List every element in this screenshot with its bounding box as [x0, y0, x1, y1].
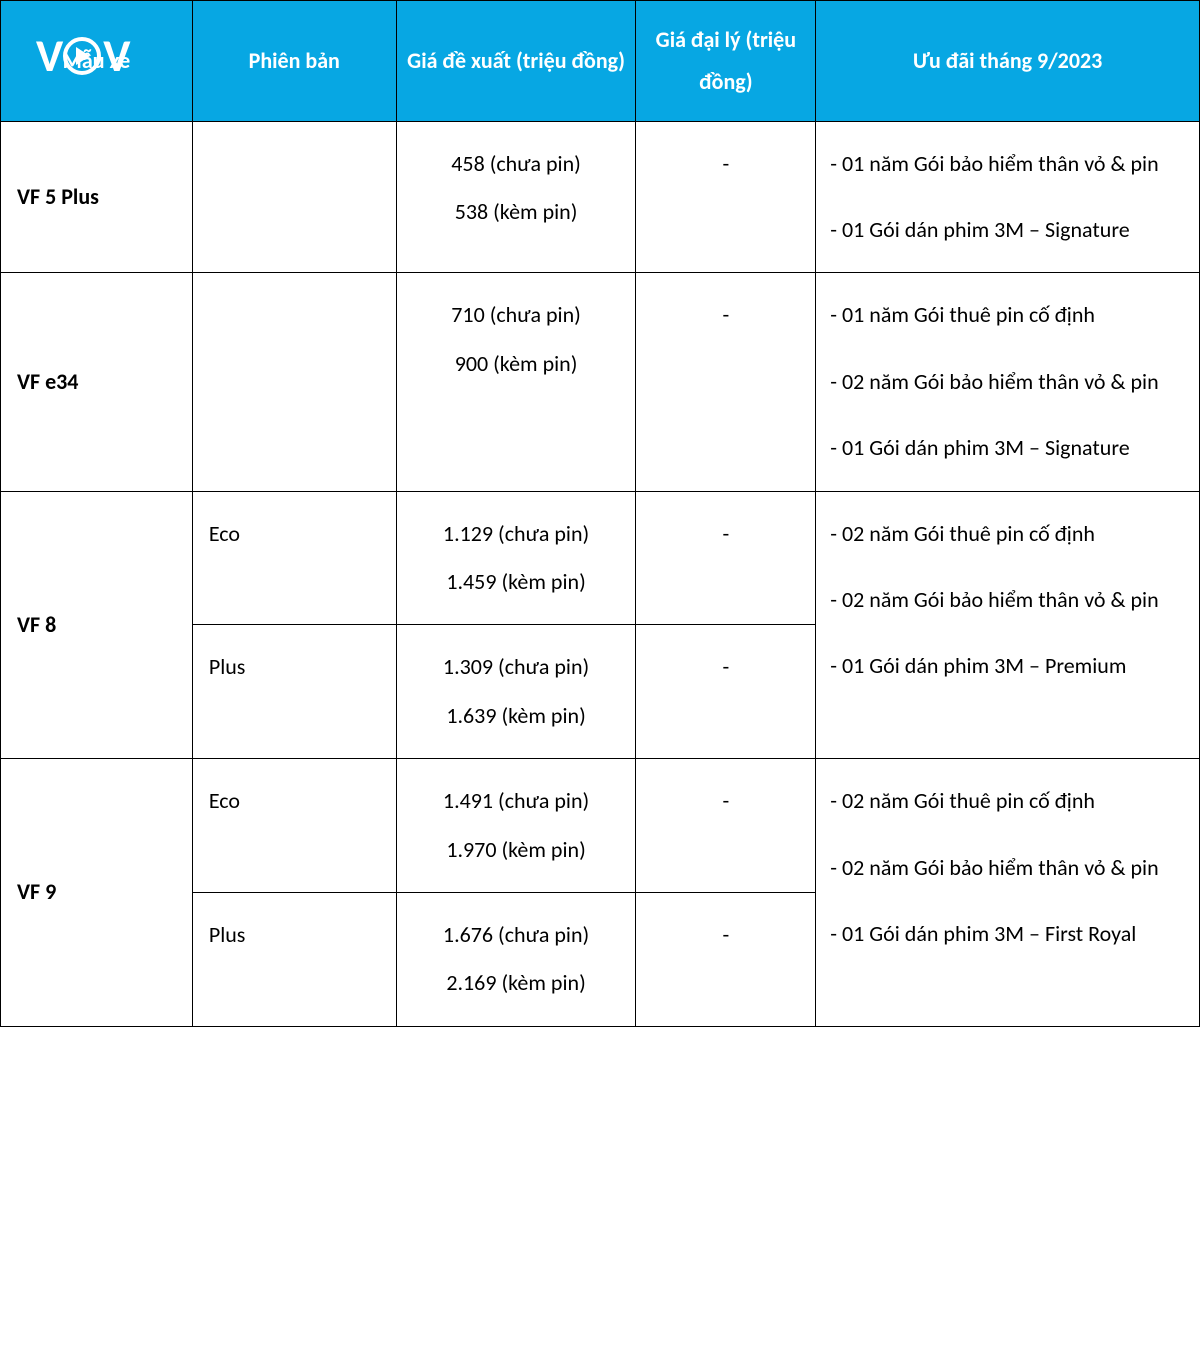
- price-with-battery: 538 (kèm pin): [411, 188, 622, 236]
- version-cell: Eco: [192, 491, 396, 625]
- price-cell: 1.129 (chưa pin) 1.459 (kèm pin): [396, 491, 636, 625]
- price-with-battery: 1.459 (kèm pin): [411, 558, 622, 606]
- vov-logo: V V: [36, 28, 128, 84]
- price-cell: 1.309 (chưa pin) 1.639 (kèm pin): [396, 625, 636, 759]
- dealer-cell: -: [636, 759, 816, 893]
- price-with-battery: 1.970 (kèm pin): [411, 826, 622, 874]
- table-header-row: Mẫu xe Phiên bản Giá đề xuất (triệu đồng…: [1, 1, 1200, 122]
- model-cell: VF e34: [1, 273, 193, 491]
- dealer-cell: -: [636, 273, 816, 491]
- table-container: V V Mẫu xe Phiên bản Giá đề xuất (triệu …: [0, 0, 1200, 1027]
- dealer-cell: -: [636, 491, 816, 625]
- price-with-battery: 2.169 (kèm pin): [411, 959, 622, 1007]
- pricing-table: Mẫu xe Phiên bản Giá đề xuất (triệu đồng…: [0, 0, 1200, 1027]
- dealer-cell: -: [636, 121, 816, 273]
- version-cell: Plus: [192, 625, 396, 759]
- model-cell: VF 9: [1, 759, 193, 1027]
- table-row: VF 9 Eco 1.491 (chưa pin) 1.970 (kèm pin…: [1, 759, 1200, 893]
- table-row: VF 8 Eco 1.129 (chưa pin) 1.459 (kèm pin…: [1, 491, 1200, 625]
- price-no-battery: 1.676 (chưa pin): [411, 911, 622, 959]
- promo-cell: - 01 năm Gói thuê pin cố định- 02 năm Gó…: [816, 273, 1200, 491]
- logo-letter-v1: V: [36, 28, 61, 84]
- promo-cell: - 02 năm Gói thuê pin cố định- 02 năm Gó…: [816, 491, 1200, 759]
- price-no-battery: 710 (chưa pin): [411, 291, 622, 339]
- table-row: VF 5 Plus 458 (chưa pin) 538 (kèm pin) -…: [1, 121, 1200, 273]
- price-with-battery: 1.639 (kèm pin): [411, 692, 622, 740]
- price-cell: 458 (chưa pin) 538 (kèm pin): [396, 121, 636, 273]
- price-cell: 1.676 (chưa pin) 2.169 (kèm pin): [396, 892, 636, 1026]
- price-cell: 710 (chưa pin) 900 (kèm pin): [396, 273, 636, 491]
- version-cell: Plus: [192, 892, 396, 1026]
- model-cell: VF 5 Plus: [1, 121, 193, 273]
- table-row: VF e34 710 (chưa pin) 900 (kèm pin) - - …: [1, 273, 1200, 491]
- logo-letter-v2: V: [103, 28, 128, 84]
- table-body: VF 5 Plus 458 (chưa pin) 538 (kèm pin) -…: [1, 121, 1200, 1026]
- price-no-battery: 1.309 (chưa pin): [411, 643, 622, 691]
- price-no-battery: 1.491 (chưa pin): [411, 777, 622, 825]
- price-no-battery: 1.129 (chưa pin): [411, 510, 622, 558]
- dealer-cell: -: [636, 892, 816, 1026]
- price-cell: 1.491 (chưa pin) 1.970 (kèm pin): [396, 759, 636, 893]
- price-with-battery: 900 (kèm pin): [411, 340, 622, 388]
- promo-cell: - 02 năm Gói thuê pin cố định- 02 năm Gó…: [816, 759, 1200, 1027]
- version-cell: [192, 273, 396, 491]
- promo-cell: - 01 năm Gói bảo hiểm thân vỏ & pin- 01 …: [816, 121, 1200, 273]
- header-suggested: Giá đề xuất (triệu đồng): [396, 1, 636, 122]
- header-promo: Ưu đãi tháng 9/2023: [816, 1, 1200, 122]
- version-cell: [192, 121, 396, 273]
- price-no-battery: 458 (chưa pin): [411, 140, 622, 188]
- header-dealer: Giá đại lý (triệu đồng): [636, 1, 816, 122]
- logo-play-icon: [63, 37, 101, 75]
- header-version: Phiên bản: [192, 1, 396, 122]
- model-cell: VF 8: [1, 491, 193, 759]
- version-cell: Eco: [192, 759, 396, 893]
- dealer-cell: -: [636, 625, 816, 759]
